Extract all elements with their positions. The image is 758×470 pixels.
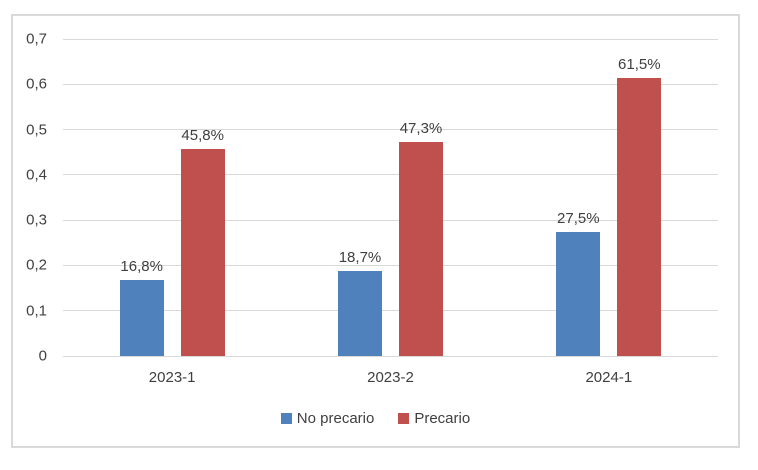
gridlines-layer	[63, 38, 718, 357]
x-tick-label-2024-1: 2024-1	[585, 369, 633, 386]
plot-area: 0 0,1 0,2 0,3 0,4 0,5 0,6 0,7 16,8% 45,8% 18,7% 47…	[26, 32, 718, 364]
bar-groups: 16,8% 45,8% 18,7% 47,3% 27,5% 61,5%	[63, 39, 718, 356]
x-tick-label-2023-1: 2023-1	[148, 369, 196, 386]
legend: No precario Precario	[13, 411, 738, 426]
legend-swatch-no-precario	[280, 413, 292, 424]
data-label-no-precario-2023-2: 18,7%	[338, 249, 382, 267]
bar-no-precario-2023-2: 18,7%	[337, 250, 382, 356]
bar-no-precario-2024-1: 27,5%	[556, 211, 601, 356]
chart-frame: 0 0,1 0,2 0,3 0,4 0,5 0,6 0,7 16,8% 45,8% 18,7% 47…	[11, 14, 740, 448]
gridline	[63, 174, 718, 176]
x-axis-labels: 2023-1 2023-2 2024-1	[63, 370, 718, 385]
data-label-no-precario-2023-1: 16,8%	[120, 257, 163, 275]
gridline	[63, 355, 718, 357]
legend-label-precario: Precario	[414, 410, 471, 427]
legend-label-no-precario: No precario	[296, 410, 375, 427]
bar-precario-2023-2: 47,3%	[398, 121, 443, 356]
gridline	[63, 219, 718, 221]
bar-precario-2024-1: 61,5%	[617, 57, 662, 356]
x-tick-label-2023-2: 2023-2	[367, 369, 414, 386]
legend-item-precario: Precario	[398, 411, 470, 426]
gridline	[63, 264, 718, 266]
y-tick-label: 0,4	[26, 166, 47, 184]
gridline	[63, 310, 718, 312]
y-tick-label: 0,5	[26, 121, 47, 139]
data-label-precario-2023-1: 45,8%	[181, 126, 224, 144]
gridline	[63, 38, 718, 40]
legend-swatch-precario	[398, 413, 410, 424]
data-label-no-precario-2024-1: 27,5%	[557, 209, 600, 227]
bar-group-2023-2: 18,7% 47,3%	[281, 39, 499, 356]
y-tick-label: 0,1	[26, 302, 47, 320]
y-tick-label: 0,3	[26, 211, 47, 229]
gridline	[63, 83, 718, 85]
y-tick-label: 0,2	[26, 256, 47, 274]
gridline	[63, 129, 718, 131]
data-label-precario-2024-1: 61,5%	[618, 55, 661, 73]
bar-group-2023-1: 16,8% 45,8%	[63, 39, 281, 356]
y-tick-label: 0,6	[26, 75, 47, 93]
y-tick-label: 0	[38, 347, 47, 365]
y-tick-label: 0,7	[26, 30, 47, 48]
y-axis-labels: 0 0,1 0,2 0,3 0,4 0,5 0,6 0,7	[26, 32, 718, 364]
data-label-precario-2023-2: 47,3%	[399, 119, 443, 137]
bar-precario-2023-1: 45,8%	[180, 128, 225, 356]
bar-no-precario-2023-1: 16,8%	[119, 259, 164, 356]
legend-item-no-precario: No precario	[280, 410, 375, 427]
bar-group-2024-1: 27,5% 61,5%	[500, 39, 718, 356]
